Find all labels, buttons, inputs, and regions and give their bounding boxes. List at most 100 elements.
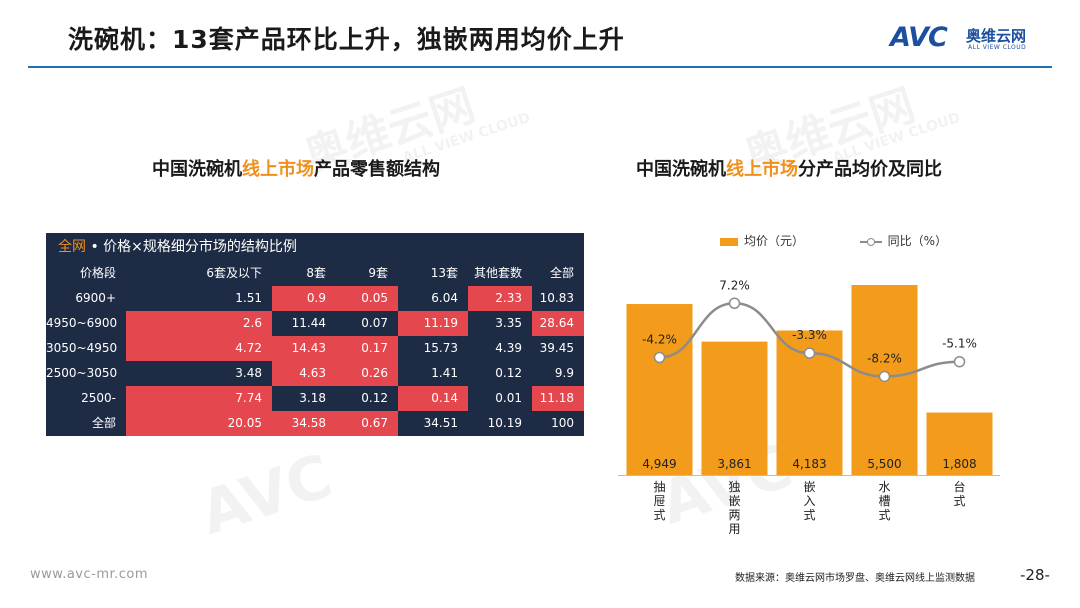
table-title-post: 产品零售额结构 xyxy=(314,159,440,180)
yoy-label: 7.2% xyxy=(719,278,750,292)
table-cell: 34.58 xyxy=(272,411,336,436)
category-label: 嵌入式 xyxy=(803,480,815,522)
table-cell: 11.18 xyxy=(532,386,584,411)
legend-bar-swatch xyxy=(720,237,738,246)
table-header-cell: 其他套数 xyxy=(468,261,532,286)
table-row-label: 全部 xyxy=(46,411,126,436)
table-cell: 34.51 xyxy=(398,411,468,436)
table-cell: 4.72 xyxy=(126,336,272,361)
watermark-logo-mark: AVC xyxy=(192,441,341,549)
table-cell: 0.14 xyxy=(398,386,468,411)
table-cell: 1.51 xyxy=(126,286,272,311)
bar-value-label: 1,808 xyxy=(942,457,976,471)
bar xyxy=(926,412,993,475)
title-divider xyxy=(28,66,1052,68)
table-body: 6900+ 1.51 0.9 0.05 6.04 2.33 10.83 4950~6900 2.… xyxy=(46,286,584,436)
chart-legend: 均价（元） 同比（%） xyxy=(720,232,947,249)
bar-value-label: 4,183 xyxy=(792,457,826,471)
chart-title-post: 分产品均价及同比 xyxy=(798,159,942,180)
yoy-point xyxy=(728,297,741,310)
table-row-label: 6900+ xyxy=(46,286,126,311)
table-cell: 10.19 xyxy=(468,411,532,436)
table-cell: 3.48 xyxy=(126,361,272,386)
yoy-point xyxy=(953,355,966,368)
legend-line-swatch xyxy=(859,237,882,246)
table-row: 3050~4950 4.72 14.43 0.17 15.73 4.39 39.45 xyxy=(46,336,584,361)
legend-bar-label: 均价（元） xyxy=(744,234,805,248)
table-header-cell: 价格段 xyxy=(46,261,126,286)
yoy-label: -3.3% xyxy=(792,328,827,342)
yoy-point xyxy=(803,347,816,359)
table-cell: 11.19 xyxy=(398,311,468,336)
table-cell: 0.01 xyxy=(468,386,532,411)
table-cell: 4.63 xyxy=(272,361,336,386)
table-row-label: 2500- xyxy=(46,386,126,411)
table-row: 4950~6900 2.6 11.44 0.07 11.19 3.35 28.64 xyxy=(46,311,584,336)
table-header-cell: 6套及以下 xyxy=(126,261,272,286)
bar xyxy=(701,341,768,475)
yoy-line xyxy=(659,302,960,378)
data-source-note: 数据来源：奥维云网市场罗盘、奥维云网线上监测数据 xyxy=(735,573,975,584)
table-header-row: 价格段 6套及以下 8套 9套 13套 其他套数 全部 xyxy=(46,261,584,286)
table-cell: 28.64 xyxy=(532,311,584,336)
structure-table: 价格段 6套及以下 8套 9套 13套 其他套数 全部 6900+ 1.51 0.9… xyxy=(46,261,584,436)
table-banner: 全网 • 价格×规格细分市场的结构比例 xyxy=(46,233,584,261)
logo-chinese-name: 奥维云网 xyxy=(966,27,1027,45)
table-cell: 10.83 xyxy=(532,286,584,311)
chart-title-pre: 中国洗碗机 xyxy=(636,159,726,180)
table-banner-highlight: 全网 xyxy=(58,239,86,255)
table-banner-text: • 价格×规格细分市场的结构比例 xyxy=(86,239,297,255)
table-cell: 3.18 xyxy=(272,386,336,411)
table-cell: 0.05 xyxy=(336,286,398,311)
table-row-label: 4950~6900 xyxy=(46,311,126,336)
yoy-point xyxy=(878,370,891,383)
yoy-point xyxy=(653,351,666,364)
table-row-label: 3050~4950 xyxy=(46,336,126,361)
chart-title-highlight: 线上市场 xyxy=(726,159,798,180)
table-cell: 3.35 xyxy=(468,311,532,336)
footer-url: www.avc-mr.com xyxy=(30,567,149,582)
table-cell: 0.07 xyxy=(336,311,398,336)
bar-value-label: 3,861 xyxy=(717,457,751,471)
table-row-label: 2500~3050 xyxy=(46,361,126,386)
table-row: 2500~3050 3.48 4.63 0.26 1.41 0.12 9.9 xyxy=(46,361,584,386)
yoy-label: -4.2% xyxy=(642,332,677,346)
table-cell: 39.45 xyxy=(532,336,584,361)
table-cell: 0.67 xyxy=(336,411,398,436)
table-title-pre: 中国洗碗机 xyxy=(152,159,242,180)
table-panel-title: 中国洗碗机线上市场产品零售额结构 xyxy=(152,155,440,181)
category-label: 抽屉式 xyxy=(653,480,665,522)
table-cell: 7.74 xyxy=(126,386,272,411)
table-cell: 0.12 xyxy=(336,386,398,411)
yoy-label: -8.2% xyxy=(867,351,902,365)
page-number: -28- xyxy=(1020,566,1050,584)
table-cell: 4.39 xyxy=(468,336,532,361)
legend-line-label: 同比（%） xyxy=(887,234,948,248)
category-label: 独嵌两用 xyxy=(728,480,740,536)
table-cell: 100 xyxy=(532,411,584,436)
table-cell: 15.73 xyxy=(398,336,468,361)
yoy-label: -5.1% xyxy=(942,337,977,351)
table-header-cell: 全部 xyxy=(532,261,584,286)
bar-value-label: 4,949 xyxy=(642,457,676,471)
table-row: 全部 20.05 34.58 0.67 34.51 10.19 100 xyxy=(46,411,584,436)
table-header-cell: 8套 xyxy=(272,261,336,286)
table-header-cell: 9套 xyxy=(336,261,398,286)
slide-title: 洗碗机：13套产品环比上升，独嵌两用均价上升 xyxy=(68,25,625,54)
table-row: 2500- 7.74 3.18 0.12 0.14 0.01 11.18 xyxy=(46,386,584,411)
table-cell: 0.26 xyxy=(336,361,398,386)
table-cell: 11.44 xyxy=(272,311,336,336)
bar-value-label: 5,500 xyxy=(867,457,901,471)
table-cell: 0.9 xyxy=(272,286,336,311)
table-row: 6900+ 1.51 0.9 0.05 6.04 2.33 10.83 xyxy=(46,286,584,311)
table-cell: 14.43 xyxy=(272,336,336,361)
table-cell: 20.05 xyxy=(126,411,272,436)
category-label: 台式 xyxy=(953,479,965,508)
table-cell: 0.12 xyxy=(468,361,532,386)
table-cell: 9.9 xyxy=(532,361,584,386)
table-cell: 1.41 xyxy=(398,361,468,386)
table-cell: 2.33 xyxy=(468,286,532,311)
bar xyxy=(626,304,693,475)
category-label: 水槽式 xyxy=(878,480,890,522)
price-yoy-chart: 4,949 3,861 4,183 5,500 1,808 -4.2% 7.2% -3.3% -… xyxy=(618,278,1000,536)
